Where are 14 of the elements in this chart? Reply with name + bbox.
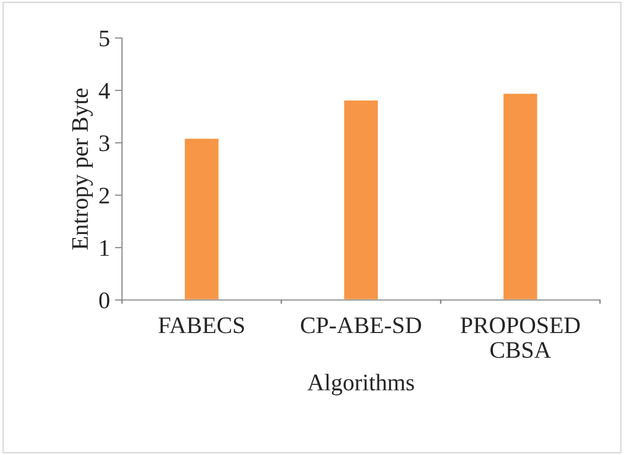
y-tick-label: 2 (99, 188, 109, 204)
bar (342, 99, 380, 300)
y-axis-title: Entropy per Byte (72, 88, 93, 250)
y-tick-label: 1 (100, 240, 109, 256)
y-tick-label: 3 (100, 135, 110, 152)
y-tick-label: 0 (99, 292, 110, 308)
x-tick-label: CP-ABE-SD (300, 317, 422, 334)
x-tick-label: FABECS (158, 317, 244, 334)
x-tick-label: PROPOSED CBSA (460, 317, 580, 358)
y-tick-label: 4 (98, 83, 110, 99)
bar (502, 92, 539, 300)
y-tick-label: 5 (100, 30, 110, 46)
bar (183, 137, 220, 300)
x-axis-title: Algorithms (307, 374, 414, 396)
